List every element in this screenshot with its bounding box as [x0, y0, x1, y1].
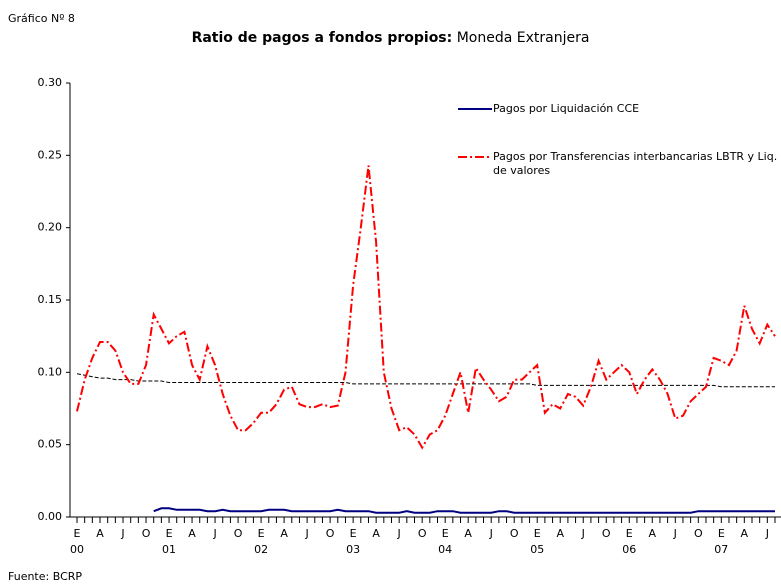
x-tick-label: J	[397, 527, 401, 540]
chart-subtitle: Moneda Extranjera	[456, 30, 590, 46]
y-tick-label: 0.25	[38, 148, 63, 161]
x-tick-label: J	[212, 527, 216, 540]
x-tick-label: O	[510, 527, 519, 540]
x-tick-label: E	[626, 527, 633, 540]
x-tick-label: E	[442, 527, 449, 540]
x-tick-label: J	[765, 527, 769, 540]
x-tick-label: J	[581, 527, 585, 540]
y-tick-label: 0.10	[38, 365, 63, 378]
x-tick-label: O	[326, 527, 335, 540]
x-tick-label: J	[489, 527, 493, 540]
x-tick-label: O	[418, 527, 427, 540]
legend-label: Pagos por Liquidación CCE	[493, 102, 640, 115]
x-tick-label: A	[372, 527, 380, 540]
x-tick-label: O	[694, 527, 703, 540]
series-line	[153, 507, 775, 514]
y-tick-label: 0.30	[38, 76, 63, 89]
year-label: 05	[530, 543, 544, 556]
x-tick-label: J	[304, 527, 308, 540]
series-line	[76, 165, 776, 450]
year-label: 07	[714, 543, 728, 556]
year-label: 01	[162, 543, 176, 556]
x-tick-label: A	[188, 527, 196, 540]
x-tick-label: A	[741, 527, 749, 540]
x-tick-label: O	[602, 527, 611, 540]
x-tick-label: E	[74, 527, 81, 540]
x-tick-label: O	[142, 527, 151, 540]
x-tick-label: A	[96, 527, 104, 540]
x-tick-label: J	[673, 527, 677, 540]
x-tick-label: A	[556, 527, 564, 540]
year-label: 02	[254, 543, 268, 556]
trend-line	[76, 373, 775, 388]
chart-title: Ratio de pagos a fondos propios:	[191, 30, 453, 46]
x-tick-label: A	[464, 527, 472, 540]
year-label: 06	[622, 543, 636, 556]
x-tick-label: E	[166, 527, 173, 540]
title-block: Ratio de pagos a fondos propios: Moneda …	[0, 30, 781, 46]
year-label: 04	[438, 543, 452, 556]
source: Fuente: BCRP	[8, 570, 83, 583]
x-tick-label: E	[534, 527, 541, 540]
x-tick-label: E	[258, 527, 265, 540]
x-tick-label: A	[649, 527, 657, 540]
x-tick-label: J	[120, 527, 124, 540]
x-tick-label: E	[350, 527, 357, 540]
y-tick-label: 0.05	[38, 438, 63, 451]
x-tick-label: O	[234, 527, 243, 540]
y-tick-label: 0.15	[38, 293, 63, 306]
caption: Gráfico Nº 8	[8, 12, 75, 25]
y-tick-label: 0.20	[38, 221, 63, 234]
x-tick-label: E	[718, 527, 725, 540]
legend-label: Pagos por Transferencias interbancarias …	[493, 150, 778, 177]
x-tick-label: A	[280, 527, 288, 540]
year-label: 03	[346, 543, 360, 556]
y-tick-label: 0.00	[38, 510, 63, 523]
year-label: 00	[70, 543, 84, 556]
